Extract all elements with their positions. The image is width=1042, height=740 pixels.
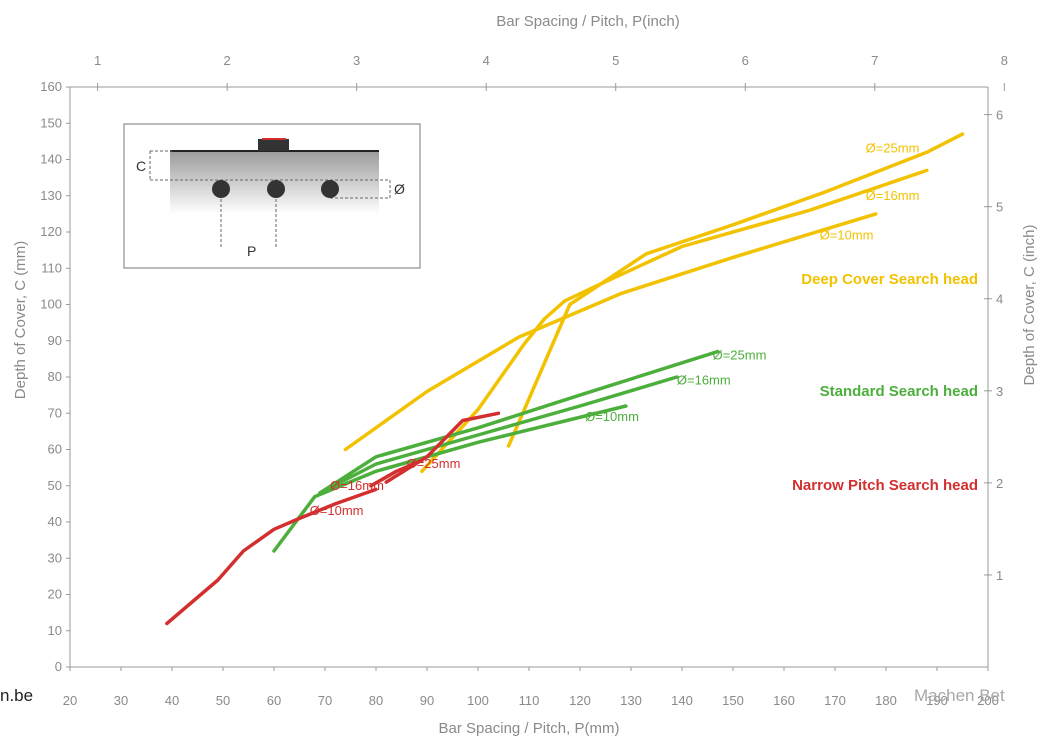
x-axis-title: Bar Spacing / Pitch, P(mm) (439, 720, 620, 737)
series-label-narrow-6: Ø=25mm (407, 456, 461, 471)
series-label-standard-5: Ø=10mm (585, 409, 639, 424)
series-labels: Ø=25mm Ø=16mm Ø=10mm Ø=25mm Ø=16mm Ø=10mm Ø=25… (310, 141, 920, 519)
x2-tick-label: 5 (612, 53, 619, 68)
watermark-left: n.be (0, 686, 33, 705)
y2-ticks: 1 2 3 4 5 6 (984, 108, 1003, 583)
series-line-deep-1 (420, 168, 929, 474)
series-line-standard-5 (272, 404, 628, 553)
x-ticks: 20 30 40 50 60 70 80 90 100 110 120 130 140 150 160 170… (63, 667, 999, 708)
x-tick-label: 80 (369, 693, 383, 708)
x-tick-label: 190 (926, 693, 948, 708)
inset-pitch-label: P (247, 243, 256, 259)
watermark-right: Machen Bet (914, 686, 1005, 705)
y-tick-label: 60 (48, 442, 62, 457)
y2-tick-label: 3 (996, 384, 1003, 399)
series-line-deep-0 (506, 132, 965, 448)
group-label-narrow-pitch: Narrow Pitch Search head (792, 477, 978, 494)
y-tick-label: 160 (40, 79, 62, 94)
rebar-1 (212, 180, 230, 198)
y-tick-label: 90 (48, 333, 62, 348)
x2-tick-label: 7 (871, 53, 878, 68)
series-label-deep-1: Ø=16mm (866, 188, 920, 203)
x-tick-label: 200 (977, 693, 999, 708)
y-tick-label: 0 (55, 659, 62, 674)
rebar-2 (267, 180, 285, 198)
y2-tick-label: 4 (996, 292, 1003, 307)
inset-diameter-label: Ø (394, 181, 405, 197)
x-tick-label: 100 (467, 693, 489, 708)
y2-tick-label: 5 (996, 200, 1003, 215)
y-tick-label: 80 (48, 369, 62, 384)
y-tick-label: 110 (41, 260, 62, 275)
y2-axis-title: Depth of Cover, C (inch) (1021, 225, 1038, 386)
series-line-narrow-7 (369, 458, 424, 488)
x-tick-label: 20 (63, 693, 77, 708)
inset-diagram: C Ø P (123, 123, 421, 269)
x-tick-label: 70 (318, 693, 332, 708)
series-line-deep-2 (343, 212, 878, 452)
y-tick-label: 10 (48, 623, 62, 638)
series-line-narrow-6 (384, 411, 501, 484)
y-tick-label: 140 (40, 152, 62, 167)
x-tick-label: 40 (165, 693, 179, 708)
y-tick-label: 40 (48, 514, 62, 529)
x-tick-label: 60 (267, 693, 281, 708)
series-label-deep-0: Ø=25mm (866, 141, 920, 156)
x2-tick-label: 2 (224, 53, 231, 68)
rebar-3 (321, 180, 339, 198)
series-label-standard-3: Ø=25mm (713, 347, 767, 362)
x-tick-label: 30 (114, 693, 128, 708)
series-line-standard-4 (318, 375, 679, 495)
y-tick-label: 130 (40, 188, 62, 203)
x-tick-label: 140 (671, 693, 693, 708)
x-tick-label: 160 (773, 693, 795, 708)
x2-tick-label: 4 (483, 53, 490, 68)
y2-tick-label: 1 (996, 568, 1003, 583)
x-tick-label: 120 (569, 693, 591, 708)
search-head (258, 139, 289, 151)
series-label-narrow-8: Ø=10mm (310, 503, 364, 518)
y-tick-label: 50 (48, 478, 62, 493)
x-tick-label: 150 (722, 693, 744, 708)
x-tick-label: 130 (620, 693, 642, 708)
y2-tick-label: 2 (996, 476, 1003, 491)
x2-tick-label: 1 (94, 53, 101, 68)
series-line-narrow-8 (165, 487, 378, 626)
x-tick-label: 90 (420, 693, 434, 708)
series-line-standard-3 (318, 349, 720, 495)
x2-tick-label: 8 (1001, 53, 1008, 68)
series-label-narrow-7: Ø=16mm (330, 478, 384, 493)
x2-tick-label: 3 (353, 53, 360, 68)
y-axis-title: Depth of Cover, C (mm) (12, 241, 29, 399)
x-tick-label: 180 (875, 693, 897, 708)
x2-axis-title: Bar Spacing / Pitch, P(inch) (496, 13, 679, 30)
series-label-standard-4: Ø=16mm (677, 373, 731, 388)
group-label-standard: Standard Search head (820, 383, 978, 400)
inset-cover-label: C (136, 158, 146, 174)
x2-tick-label: 6 (742, 53, 749, 68)
x-tick-label: 50 (216, 693, 230, 708)
y-tick-label: 70 (48, 405, 62, 420)
y-tick-label: 30 (48, 550, 62, 565)
y-tick-label: 150 (40, 115, 62, 130)
x2-ticks: 1 2 3 4 5 6 7 8 (94, 53, 1008, 91)
y-tick-label: 120 (40, 224, 62, 239)
y2-tick-label: 6 (996, 108, 1003, 123)
x-tick-label: 110 (519, 693, 540, 708)
y-tick-label: 100 (40, 297, 62, 312)
y-ticks: 0 10 20 30 40 50 60 70 80 90 100 110 120 130 140 150 160 (40, 79, 70, 674)
y-tick-label: 20 (48, 587, 62, 602)
series-label-deep-2: Ø=10mm (820, 228, 874, 243)
series-layer (165, 132, 965, 626)
group-label-deep-cover: Deep Cover Search head (801, 271, 978, 288)
x-tick-label: 170 (824, 693, 846, 708)
